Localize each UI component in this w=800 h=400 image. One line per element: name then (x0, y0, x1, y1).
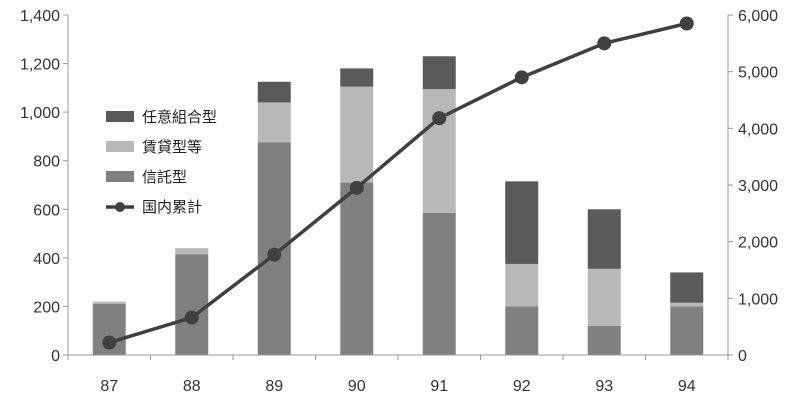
legend-swatch (106, 171, 134, 182)
legend-swatch (106, 111, 134, 122)
legend-label: 信託型 (142, 168, 187, 186)
bar-93-series-0 (587, 325, 621, 355)
line-point-93 (597, 36, 612, 51)
y-left-tick-label: 800 (33, 154, 60, 171)
y-right-tick-label: 3,000 (738, 178, 778, 195)
bar-89-series-2 (257, 81, 291, 103)
x-tick-label: 94 (678, 378, 696, 395)
y-left-tick-label: 400 (33, 251, 60, 268)
bar-90-series-2 (340, 68, 374, 87)
y-right-tick-label: 2,000 (738, 235, 778, 252)
bar-88-series-1 (175, 248, 209, 255)
bars-layer (92, 56, 704, 355)
y-left-tick-label: 1,200 (20, 57, 60, 74)
bar-92-series-0 (505, 306, 539, 355)
legend-swatch (106, 141, 134, 152)
line-point-88 (184, 310, 199, 325)
y-right-tick-label: 6,000 (738, 8, 778, 25)
y-left-tick-label: 1,000 (20, 105, 60, 122)
y-right-tick-label: 4,000 (738, 121, 778, 138)
bar-92-series-1 (505, 263, 539, 307)
axes-layer: 0 200 400 600 800 1,000 1,200 1,400 0 1,000 2,000 3… (20, 8, 778, 395)
x-tick-label: 87 (100, 378, 118, 395)
bar-93-series-2 (587, 209, 621, 269)
bar-90-series-1 (340, 86, 374, 183)
bar-87-series-1 (92, 301, 126, 304)
legend-label: 国内累計 (142, 198, 202, 216)
line-point-90 (349, 180, 364, 195)
bar-91-series-2 (422, 56, 456, 90)
legend-swatch-marker (115, 202, 125, 212)
line-point-92 (514, 70, 529, 85)
line-layer (102, 16, 694, 350)
line-point-94 (679, 16, 694, 31)
bar-94-series-2 (670, 272, 704, 303)
y-right-tick-label: 5,000 (738, 65, 778, 82)
bar-93-series-1 (587, 268, 621, 326)
x-tick-label: 90 (348, 378, 366, 395)
y-left-tick-label: 1,400 (20, 8, 60, 25)
x-tick-label: 89 (265, 378, 283, 395)
y-left-tick-label: 0 (51, 348, 60, 365)
y-right-tick-label: 0 (738, 348, 747, 365)
bar-91-series-0 (422, 212, 456, 355)
bar-94-series-1 (670, 302, 704, 307)
legend-label: 任意組合型 (142, 108, 217, 126)
bar-91-series-1 (422, 89, 456, 213)
bar-90-series-0 (340, 182, 374, 355)
line-point-91 (432, 111, 447, 126)
y-left-tick-label: 200 (33, 299, 60, 316)
bar-89-series-1 (257, 102, 291, 143)
line-point-89 (267, 247, 282, 262)
y-right-tick-label: 1,000 (738, 291, 778, 308)
bar-88-series-0 (175, 254, 209, 355)
x-tick-label: 92 (513, 378, 531, 395)
x-tick-label: 91 (430, 378, 448, 395)
legend-label: 賃貸型等 (142, 138, 202, 156)
bar-92-series-2 (505, 181, 539, 264)
line-point-87 (102, 335, 117, 350)
y-left-tick-label: 600 (33, 202, 60, 219)
line-series-cumulative (108, 21, 688, 345)
bar-94-series-0 (670, 306, 704, 355)
x-tick-label: 93 (595, 378, 613, 395)
x-tick-label: 88 (183, 378, 201, 395)
